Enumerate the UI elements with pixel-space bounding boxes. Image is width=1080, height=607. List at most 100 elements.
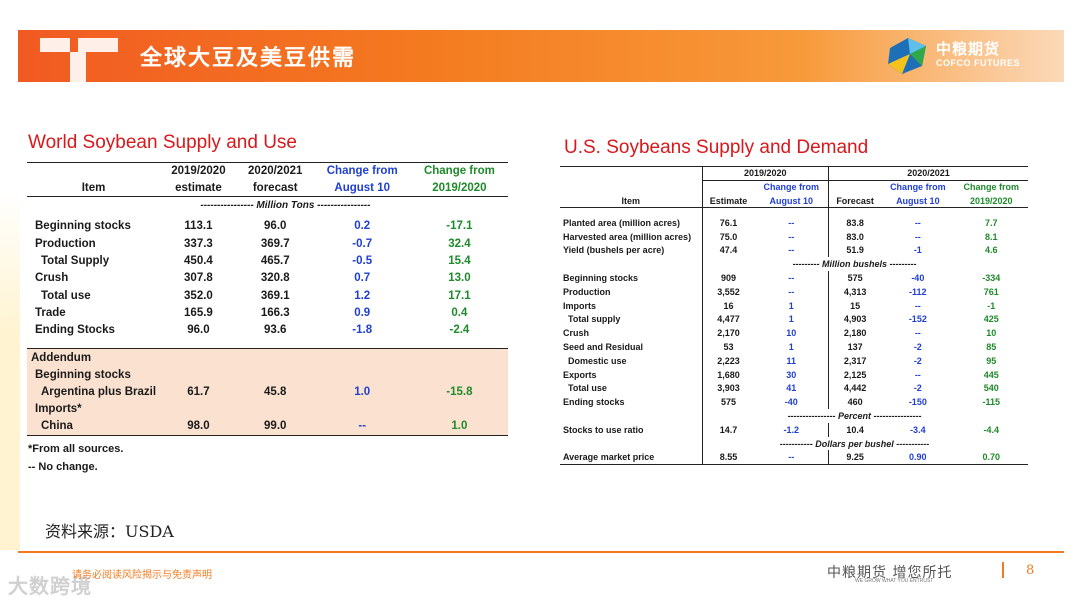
- cell: --: [788, 286, 795, 297]
- cell: 166.3: [260, 306, 290, 319]
- row-label: Domestic use: [568, 355, 627, 366]
- header-change-aug: Change from: [763, 182, 820, 193]
- cell: 137: [828, 340, 882, 354]
- cell: 14.7: [701, 422, 755, 437]
- cell: 17.1: [448, 289, 471, 302]
- table-row: Imports*: [27, 400, 508, 419]
- row-label: Beginning stocks: [35, 220, 131, 233]
- header-2019-2020: 2019/2020: [160, 162, 237, 180]
- table-row: Total use 352.0 369.1 1.2 17.1: [27, 287, 508, 304]
- cell: 32.4: [448, 237, 471, 250]
- cell: -1: [913, 245, 922, 256]
- cell: 4.6: [985, 245, 998, 256]
- footer-slogan-en: WE GROW WHAT YOU ENTRUST: [855, 578, 934, 584]
- cell: 369.7: [260, 237, 290, 250]
- table-row: Addendum: [27, 348, 508, 367]
- cell: 307.8: [184, 272, 213, 285]
- table-row: Harvested area (million acres) 75.0 -- 8…: [560, 229, 1028, 244]
- world-table-title: World Soybean Supply and Use: [28, 132, 297, 153]
- header-august: August 10: [754, 194, 829, 209]
- header-change-aug: Change from: [890, 182, 946, 193]
- cell: --: [914, 369, 921, 380]
- cell: 1: [788, 314, 794, 325]
- header-2020-2021: 2020/2021: [236, 162, 314, 180]
- row-label: Ending stocks: [563, 397, 625, 408]
- cell: --: [914, 328, 921, 339]
- cell: --: [754, 450, 829, 465]
- footer-divider: [18, 551, 1064, 553]
- cell: 4,903: [828, 312, 882, 327]
- table-row: Crush 307.8 320.8 0.7 13.0: [27, 270, 508, 287]
- cell: 0.2: [354, 220, 371, 233]
- table-row: Production 3,552 -- 4,313 -112 761: [560, 284, 1028, 299]
- cell: -152: [908, 314, 927, 325]
- cell: 41: [786, 383, 797, 394]
- table-row: Average market price 8.55 -- 9.25 0.90 0…: [560, 450, 1028, 465]
- cell: 352.0: [184, 289, 213, 302]
- cell: 4,477: [701, 312, 755, 327]
- disclaimer-link[interactable]: 请务必阅读风险揭示与免责声明: [72, 570, 212, 581]
- logo-text-en: COFCO FUTURES: [936, 58, 1020, 68]
- unit-row: ---------------- Percent ---------------…: [560, 409, 1028, 423]
- table-row: China 98.0 99.0 -- 1.0: [27, 418, 508, 436]
- cell: 1,680: [701, 367, 755, 382]
- cell: --: [313, 418, 411, 436]
- header-forecast: Forecast: [828, 194, 882, 209]
- row-label: Total supply: [568, 314, 621, 325]
- row-label: Trade: [35, 306, 66, 319]
- cell: 909: [701, 271, 755, 285]
- cell: 7.7: [985, 217, 998, 228]
- footnote: *From all sources.: [28, 443, 124, 455]
- cell: 15: [828, 298, 882, 313]
- cell: 10.4: [828, 422, 882, 437]
- cell: 30: [786, 369, 797, 380]
- cell: 83.8: [828, 215, 882, 230]
- row-label: China: [27, 418, 161, 436]
- table-row: Beginning stocks 113.1 96.0 0.2 -17.1: [27, 218, 508, 235]
- table-row: Total Supply 450.4 465.7 -0.5 15.4: [27, 252, 508, 269]
- row-label: Total use: [41, 289, 91, 302]
- cell: --: [788, 217, 795, 228]
- cell: -40: [784, 397, 798, 408]
- cell: 85: [986, 341, 997, 352]
- table-row: Beginning stocks: [27, 366, 508, 384]
- unit-row: --------- Million bushels ---------: [560, 257, 1028, 272]
- table-row: Seed and Residual 53 1 137 -2 85: [560, 340, 1028, 354]
- cell: 53: [701, 340, 755, 354]
- cell: 3,552: [701, 284, 755, 299]
- table-row: Trade 165.9 166.3 0.9 0.4: [27, 304, 508, 321]
- footer-separator: [1002, 562, 1004, 578]
- header-august: August 10: [881, 194, 955, 209]
- footer-slogan: 中粮期货 增您所托: [827, 565, 953, 581]
- header-banner: 全球大豆及美豆供需 中粮期货 COFCO FUTURES: [18, 30, 1064, 82]
- table-row: Planted area (million acres) 76.1 -- 83.…: [560, 215, 1028, 230]
- cell: -2: [913, 383, 922, 394]
- header-item: Item: [560, 194, 702, 209]
- cell: 9.25: [828, 450, 882, 465]
- table-header-row: Change from Change from Change from: [560, 180, 1028, 195]
- cell: 10: [786, 328, 797, 339]
- cell: 76.1: [701, 215, 755, 230]
- table-row: Imports 16 1 15 -- -1: [560, 298, 1028, 313]
- header-estimate: Estimate: [701, 194, 755, 209]
- table-row: Ending stocks 575 -40 460 -150 -115: [560, 395, 1028, 410]
- header-estimate: estimate: [160, 179, 237, 197]
- cell: --: [788, 245, 795, 256]
- cell: -17.1: [446, 220, 473, 233]
- row-label: Beginning stocks: [563, 272, 639, 283]
- cell: 113.1: [184, 220, 213, 233]
- cell: 320.8: [260, 272, 290, 285]
- cell: 13.0: [448, 272, 471, 285]
- spacer-row: [27, 338, 508, 350]
- cell: -15.8: [410, 383, 508, 401]
- page-number: 8: [1026, 563, 1035, 578]
- table-row: Crush 2,170 10 2,180 -- 10: [560, 326, 1028, 341]
- cell: 1: [788, 300, 794, 311]
- row-label: Crush: [563, 328, 590, 339]
- spacer-row: [560, 207, 1028, 216]
- cell: 540: [983, 383, 999, 394]
- header-change-prev: Change from: [963, 182, 1020, 193]
- cell: 61.7: [160, 383, 237, 401]
- row-label: Planted area (million acres): [563, 217, 681, 228]
- cell: 369.1: [260, 289, 290, 302]
